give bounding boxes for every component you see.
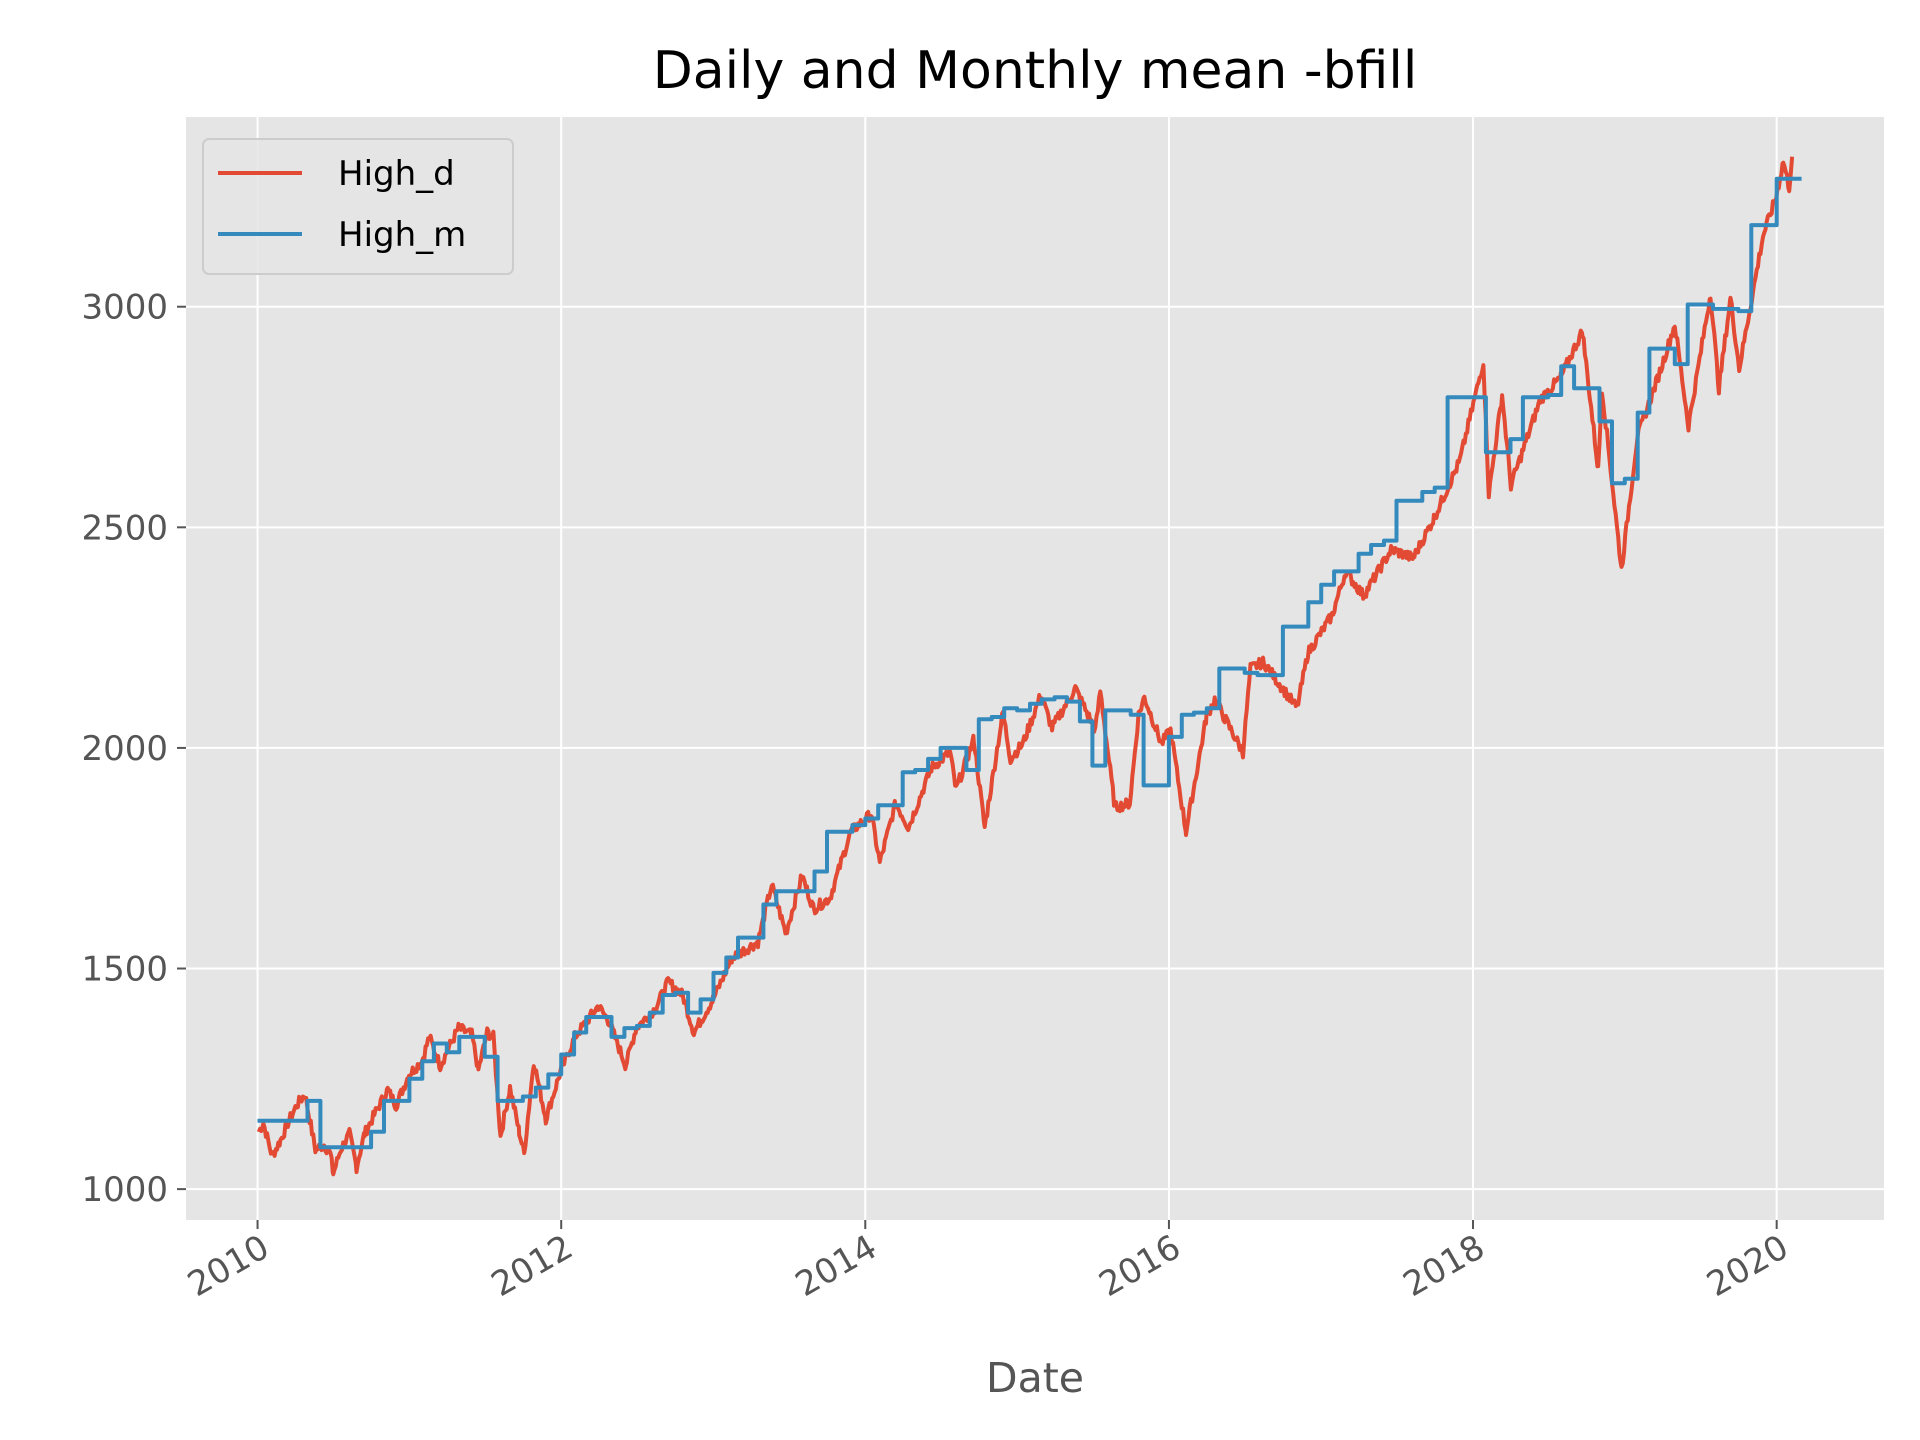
x-tick-label: 2018 bbox=[1397, 1227, 1492, 1305]
y-tick-label: 1500 bbox=[81, 950, 168, 990]
x-tick-label: 2010 bbox=[181, 1227, 276, 1305]
x-tick-label: 2014 bbox=[789, 1227, 884, 1305]
plot-background bbox=[186, 117, 1884, 1220]
legend: High_d High_m bbox=[202, 138, 514, 275]
x-tick-label: 2020 bbox=[1700, 1227, 1795, 1305]
chart-title: Daily and Monthly mean -bfill bbox=[653, 41, 1418, 101]
x-axis-label: Date bbox=[986, 1354, 1084, 1402]
x-tick-label: 2012 bbox=[485, 1227, 580, 1305]
legend-label: High_m bbox=[338, 215, 466, 255]
series-line-high-d bbox=[256, 156, 1795, 1177]
y-tick-label: 1000 bbox=[81, 1170, 168, 1210]
legend-label: High_d bbox=[338, 154, 455, 194]
series-layer bbox=[256, 156, 1802, 1177]
grid bbox=[186, 117, 1884, 1220]
series-line-high-m bbox=[257, 176, 1802, 1150]
x-tick-label: 2016 bbox=[1093, 1227, 1188, 1305]
y-tick-label: 2500 bbox=[81, 508, 168, 548]
y-tick-label: 2000 bbox=[81, 729, 168, 769]
y-tick-label: 3000 bbox=[81, 288, 168, 328]
